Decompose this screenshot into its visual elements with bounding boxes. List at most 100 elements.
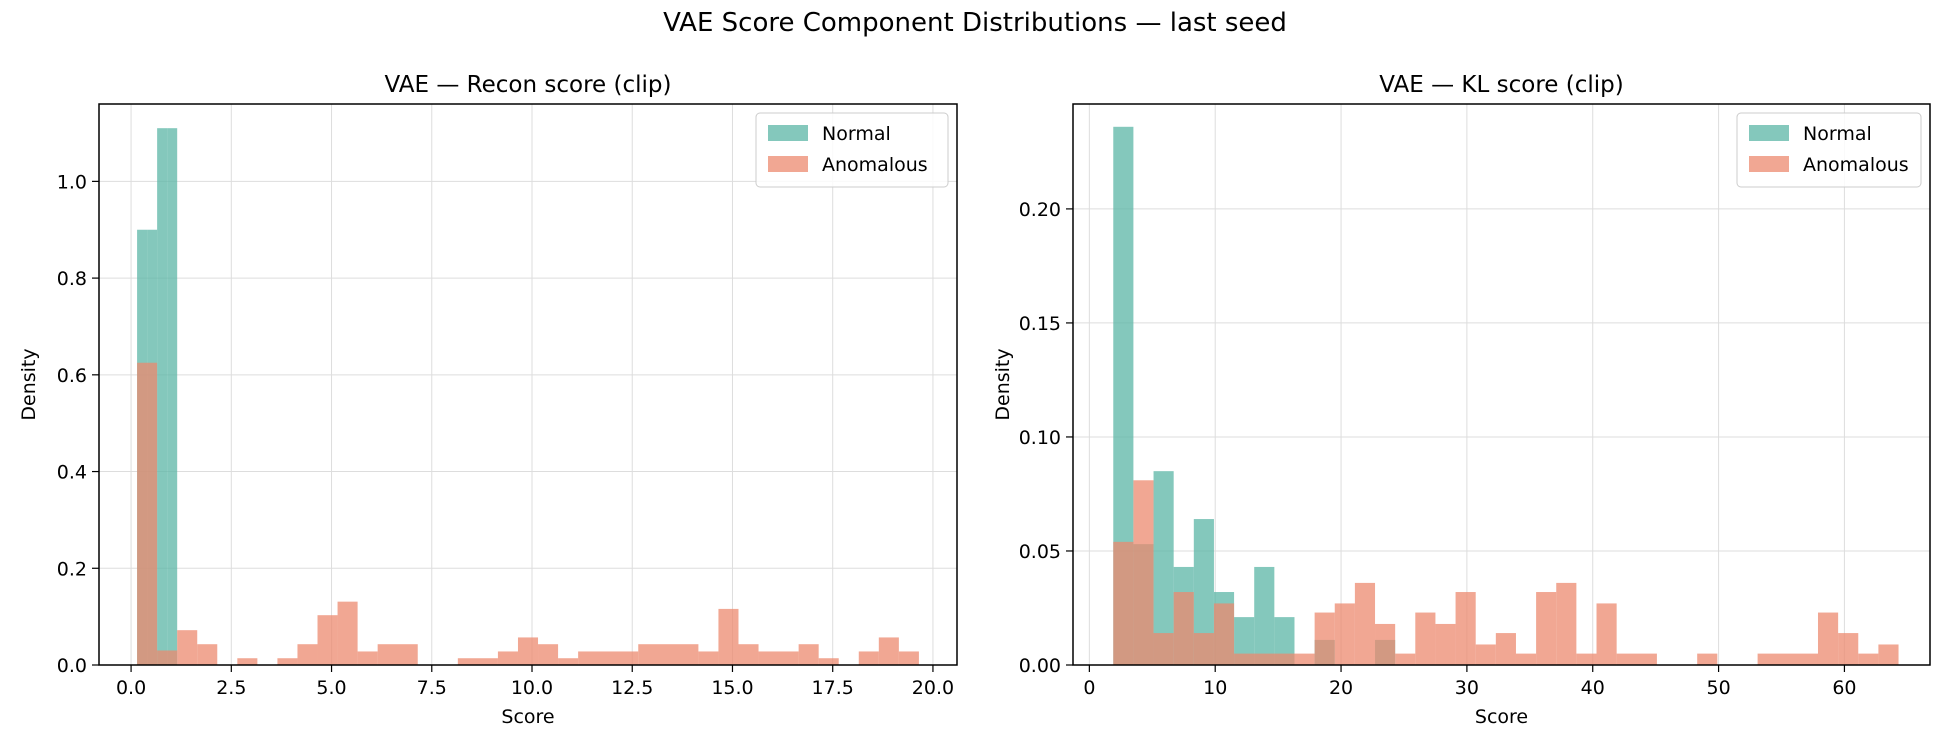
y-tick-label: 0.05 <box>1019 541 1061 563</box>
normal-bar <box>167 128 178 665</box>
y-tick-label: 0.8 <box>57 268 87 290</box>
legend-label-normal: Normal <box>1803 123 1872 145</box>
y-tick-label: 0.4 <box>57 462 87 484</box>
anomalous-bar <box>1334 603 1355 665</box>
chart-title: VAE — KL score (clip) <box>1379 72 1623 98</box>
anomalous-bar <box>878 637 899 665</box>
y-tick-label: 0.10 <box>1019 427 1061 449</box>
y-axis-label: Density <box>992 348 1014 420</box>
anomalous-bar <box>1596 603 1617 665</box>
legend: Normal Anomalous <box>755 112 949 188</box>
anomalous-bar <box>377 644 418 665</box>
x-tick-label: 30 <box>1455 677 1479 699</box>
anomalous-bar <box>517 637 539 665</box>
legend-label-anomalous: Anomalous <box>822 154 928 176</box>
anomalous-bar <box>237 658 258 665</box>
legend-swatch-anomalous <box>1749 156 1789 172</box>
x-tick-label: 15.0 <box>711 677 753 699</box>
y-tick-label: 0.2 <box>57 558 87 580</box>
anomalous-bar <box>1133 480 1154 665</box>
normal-bar <box>1153 471 1174 665</box>
anomalous-bar <box>1757 653 1818 665</box>
anomalous-bar <box>1817 612 1839 665</box>
chart-1: 0.0 2.5 5.0 7.5 10.0 12.5 15.0 17.5 20.0 0.0 0.2 0.… <box>18 72 958 728</box>
anomalous-bar <box>698 651 719 665</box>
anomalous-bar <box>638 644 699 665</box>
anomalous-bar <box>1838 633 1859 665</box>
y-tick-label: 0.6 <box>57 365 87 387</box>
x-tick-label: 20.0 <box>912 677 954 699</box>
anomalous-bar <box>1878 644 1899 665</box>
anomalous-bar <box>1858 653 1879 665</box>
anomalous-bar <box>317 615 338 665</box>
legend: Normal Anomalous <box>1736 112 1922 188</box>
anomalous-bar <box>538 644 559 665</box>
normal-bar <box>1254 566 1275 665</box>
anomalous-bar <box>718 608 739 665</box>
anomalous-bar <box>1193 633 1214 665</box>
chart-2: 0 10 20 30 40 50 60 0.00 0.05 0.10 0.15 0.20 VAE — K… <box>992 72 1931 728</box>
anomalous-bar <box>738 644 759 665</box>
anomalous-bar <box>197 644 218 665</box>
x-tick-label: 10 <box>1203 677 1227 699</box>
normal-bar <box>1274 617 1295 665</box>
anomalous-bar <box>1495 633 1516 665</box>
anomalous-bar <box>177 630 198 665</box>
anomalous-bar <box>457 658 498 665</box>
anomalous-bar <box>1354 582 1376 665</box>
anomalous-bar <box>277 658 298 665</box>
anomalous-bar <box>1455 592 1476 665</box>
anomalous-bar <box>1536 592 1557 665</box>
y-tick-label: 0.20 <box>1019 199 1061 221</box>
anomalous-bar <box>1515 653 1537 665</box>
anomalous-bar <box>1475 644 1496 665</box>
anomalous-bar <box>1213 603 1235 665</box>
y-tick-label: 0.00 <box>1019 655 1061 677</box>
normal-bar <box>157 128 168 665</box>
y-axis-label: Density <box>18 348 40 420</box>
anomalous-bar <box>818 658 839 665</box>
anomalous-bar <box>337 601 358 665</box>
figure-title: VAE Score Component Distributions — last… <box>663 8 1287 38</box>
y-tick-label: 0.0 <box>57 655 87 677</box>
anomalous-bar <box>357 651 378 665</box>
legend-swatch-anomalous <box>768 156 808 172</box>
anomalous-bar <box>1697 653 1718 665</box>
normal-bar <box>1113 126 1134 666</box>
x-tick-label: 40 <box>1581 677 1605 699</box>
x-tick-label: 0.0 <box>116 677 146 699</box>
anomalous-bar <box>798 644 819 665</box>
legend-swatch-normal <box>768 125 808 141</box>
anomalous-bar <box>1415 612 1436 665</box>
anomalous-bar <box>578 651 639 665</box>
anomalous-bar <box>297 644 318 665</box>
normal-bar <box>1234 617 1255 665</box>
x-tick-label: 60 <box>1832 677 1856 699</box>
x-axis-label: Score <box>1475 706 1528 728</box>
anomalous-bar <box>497 651 518 665</box>
anomalous-bar <box>1173 592 1194 665</box>
legend-label-anomalous: Anomalous <box>1803 154 1909 176</box>
x-tick-label: 17.5 <box>812 677 854 699</box>
anomalous-bar <box>1556 582 1577 665</box>
y-tick-label: 0.15 <box>1019 313 1061 335</box>
x-tick-label: 7.5 <box>417 677 447 699</box>
anomalous-bar <box>1113 541 1134 665</box>
anomalous-bar <box>1576 653 1597 665</box>
legend-label-normal: Normal <box>822 123 891 145</box>
anomalous-bar <box>1153 633 1174 665</box>
x-tick-label: 2.5 <box>216 677 246 699</box>
x-tick-label: 50 <box>1706 677 1730 699</box>
chart-title: VAE — Recon score (clip) <box>385 72 672 98</box>
anomalous-bar <box>1616 653 1657 665</box>
anomalous-bar <box>1395 653 1416 665</box>
anomalous-bar <box>898 651 919 665</box>
y-tick-label: 1.0 <box>57 171 87 193</box>
anomalous-bar <box>1234 653 1315 665</box>
anomalous-bar <box>1435 623 1456 665</box>
anomalous-bar <box>137 362 158 665</box>
anomalous-bar <box>558 658 579 665</box>
x-tick-label: 12.5 <box>611 677 653 699</box>
